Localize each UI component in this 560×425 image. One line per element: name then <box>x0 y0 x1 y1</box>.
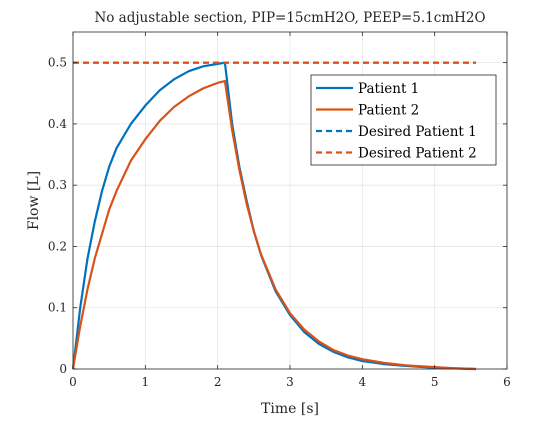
legend-box <box>310 74 497 166</box>
series-layer <box>71 61 476 371</box>
x-tick-label: 6 <box>503 375 511 389</box>
series-line-patient-2 <box>71 79 476 371</box>
x-tick-label: 1 <box>142 375 150 389</box>
y-axis-label: Flow [L] <box>26 171 42 230</box>
x-tick-label: 4 <box>359 375 367 389</box>
legend: Patient 1 Patient 2 Desired Patient 1 Desir… <box>310 74 497 166</box>
legend-label-desired-patient-2: Desired Patient 2 <box>358 146 477 162</box>
y-tick-label: 0.1 <box>48 301 67 315</box>
ticks: 0 1 2 3 4 5 6 0 0.1 0.2 0.3 0.4 0.5 <box>48 32 511 389</box>
y-tick-label: 0.3 <box>48 178 67 192</box>
chart-title: No adjustable section, PIP=15cmH2O, PEEP… <box>94 10 485 26</box>
legend-label-patient-1: Patient 1 <box>358 81 419 97</box>
legend-label-patient-2: Patient 2 <box>358 103 419 119</box>
y-tick-label: 0.5 <box>48 56 67 70</box>
y-tick-label: 0.4 <box>48 117 67 131</box>
x-tick-label: 5 <box>431 375 439 389</box>
x-tick-label: 3 <box>286 375 294 389</box>
y-tick-label: 0 <box>59 362 67 376</box>
x-axis-label: Time [s] <box>261 401 319 417</box>
legend-label-desired-patient-1: Desired Patient 1 <box>358 124 477 140</box>
x-tick-label: 0 <box>69 375 77 389</box>
x-tick-label: 2 <box>214 375 222 389</box>
y-tick-label: 0.2 <box>48 239 67 253</box>
